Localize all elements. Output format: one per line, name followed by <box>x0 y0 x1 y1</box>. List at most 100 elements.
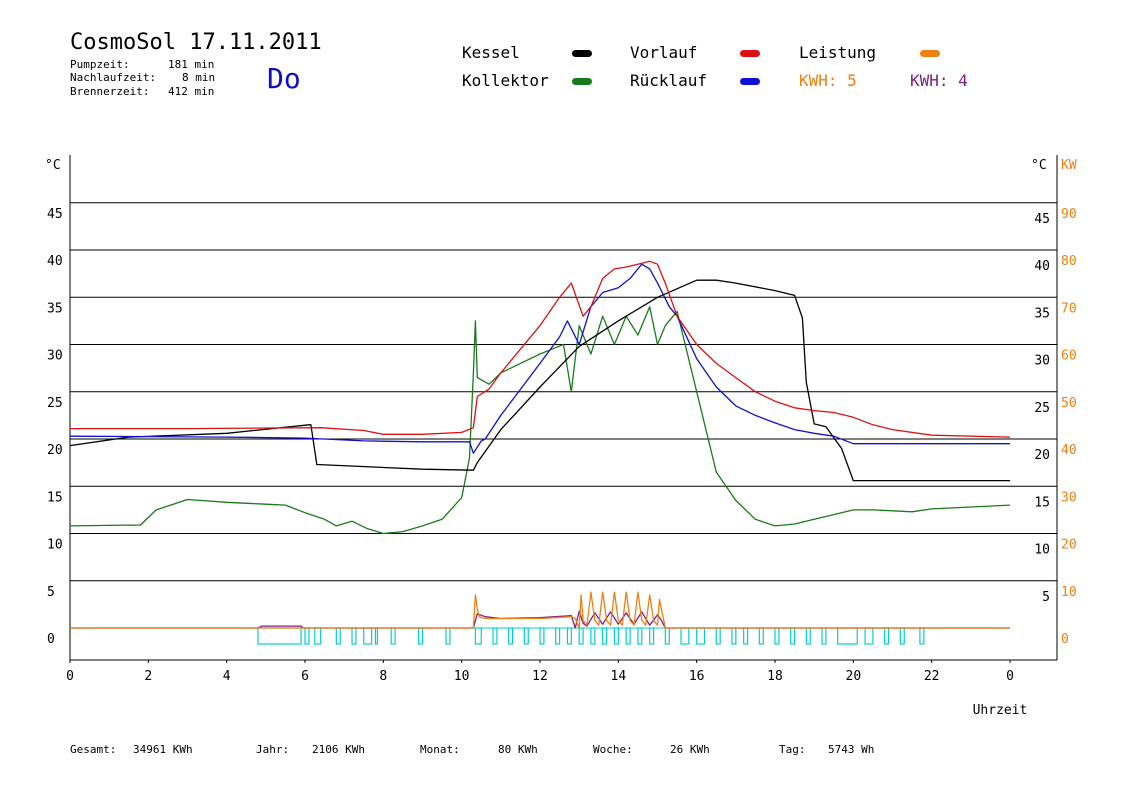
y-axis-label-right: °C <box>1031 158 1047 173</box>
pump-pulse <box>492 627 498 645</box>
x-tick-label: 10 <box>454 669 470 684</box>
x-tick-label: 0 <box>66 669 74 684</box>
y-tick-right-power: 0 <box>1061 632 1069 647</box>
pump-pulse <box>566 627 572 645</box>
legend-kwh-2: KWH: 4 <box>910 71 968 90</box>
page-title: CosmoSol 17.11.2011 <box>70 30 322 55</box>
stat-pump-value: 181 min <box>168 58 215 71</box>
x-tick-label: 22 <box>924 669 940 684</box>
footer-jahr-value: 2106 KWh <box>312 743 365 756</box>
legend-vorlauf-swatch <box>740 50 760 57</box>
footer-monat-label: Monat: <box>420 743 460 756</box>
x-tick-label: 18 <box>767 669 783 684</box>
pump-pulse <box>445 627 451 645</box>
y-axis-label-left: °C <box>45 158 61 173</box>
y-tick-left: 35 <box>47 301 63 316</box>
pump-pulse <box>664 627 670 645</box>
legend-ruecklauf-swatch <box>740 78 760 85</box>
y-tick-left: 40 <box>47 254 63 269</box>
x-tick-label: 14 <box>611 669 627 684</box>
x-tick-label: 16 <box>689 669 705 684</box>
y-tick-right-temp: 40 <box>1034 259 1050 274</box>
footer-gesamt-value: 34961 KWh <box>133 743 193 756</box>
footer-woche-value: 26 KWh <box>670 743 710 756</box>
y-tick-left: 15 <box>47 490 63 505</box>
pump-pulse <box>805 627 811 645</box>
pump-pulse <box>790 627 796 645</box>
y-tick-right-power: 30 <box>1061 490 1077 505</box>
pump-pulse <box>680 627 690 645</box>
pump-pulse <box>304 627 310 645</box>
y-tick-right-power: 80 <box>1061 254 1077 269</box>
y-tick-right-power: 60 <box>1061 349 1077 364</box>
y-tick-right-power: 50 <box>1061 396 1077 411</box>
legend-kessel: Kessel <box>462 43 520 62</box>
pump-pulse <box>539 627 545 645</box>
pump-pulse <box>474 627 482 645</box>
pump-pulse <box>715 627 721 645</box>
y-tick-right-power: 10 <box>1061 585 1077 600</box>
pump-pulse <box>758 627 764 645</box>
y-tick-right-power: 70 <box>1061 301 1077 316</box>
x-tick-label: 4 <box>223 669 231 684</box>
footer-woche-label: Woche: <box>593 743 633 756</box>
stat-brenner-value: 412 min <box>168 85 215 98</box>
pump-pulse <box>314 627 322 645</box>
pump-pulse <box>837 627 858 645</box>
x-tick-label: 0 <box>1006 669 1014 684</box>
pump-pulse <box>743 627 749 645</box>
x-tick-label: 6 <box>301 669 309 684</box>
series-ruecklauf-line <box>69 263 1010 454</box>
y-tick-right-temp: 5 <box>1042 590 1050 605</box>
pump-pulse <box>523 627 529 645</box>
y-tick-right-temp: 35 <box>1034 306 1050 321</box>
footer-jahr-label: Jahr: <box>256 743 290 756</box>
x-tick-label: 8 <box>379 669 387 684</box>
stat-nachlauf-label: Nachlaufzeit: <box>70 71 157 84</box>
y-tick-right-temp: 45 <box>1034 212 1050 227</box>
weekday-label: Do <box>267 62 301 95</box>
y-tick-right-power: 20 <box>1061 538 1077 553</box>
pump-pulse <box>696 627 706 645</box>
stat-brenner-label: Brennerzeit: <box>70 85 150 98</box>
x-tick-label: 20 <box>846 669 862 684</box>
stat-pump-label: Pumpzeit: <box>70 58 130 71</box>
legend-kwh-1: KWH: 5 <box>799 71 857 90</box>
pump-pulse <box>508 627 514 645</box>
pump-pulse <box>351 627 357 645</box>
legend-kessel-swatch <box>572 50 592 57</box>
y-tick-right-temp: 20 <box>1034 448 1050 463</box>
pump-pulse <box>649 627 655 645</box>
pump-pulse <box>590 627 596 645</box>
y-axis-label-power: KW <box>1061 158 1077 173</box>
pump-pulse <box>417 627 424 645</box>
y-tick-left: 0 <box>47 632 55 647</box>
pump-pulse <box>613 627 619 645</box>
pump-pulse <box>578 627 584 645</box>
pump-pulse <box>625 627 631 645</box>
pump-pulse <box>363 627 373 645</box>
legend-leistung: Leistung <box>799 43 877 62</box>
pump-pulse <box>899 627 905 645</box>
y-tick-right-temp: 10 <box>1034 543 1050 558</box>
y-tick-left: 10 <box>47 538 63 553</box>
stat-nachlauf-value: 8 min <box>182 71 216 84</box>
x-tick-label: 12 <box>532 669 548 684</box>
series-vorlauf-line <box>70 260 1011 438</box>
series-kollektor-line <box>69 306 1011 535</box>
y-tick-left: 20 <box>47 443 63 458</box>
y-tick-right-temp: 30 <box>1034 354 1050 369</box>
series-kessel-line <box>69 279 1010 482</box>
y-tick-right-temp: 15 <box>1034 495 1050 510</box>
y-tick-left: 5 <box>47 585 55 600</box>
legend-leistung-swatch <box>920 50 940 57</box>
pump-pulse <box>774 627 780 645</box>
legend-ruecklauf: Rücklauf <box>630 71 708 90</box>
footer-monat-value: 80 KWh <box>498 743 538 756</box>
y-tick-left: 45 <box>47 207 63 222</box>
pump-pulse <box>602 627 608 645</box>
x-axis-label: Uhrzeit <box>973 703 1028 718</box>
pump-pulse <box>390 627 396 645</box>
footer-gesamt-label: Gesamt: <box>70 743 117 756</box>
